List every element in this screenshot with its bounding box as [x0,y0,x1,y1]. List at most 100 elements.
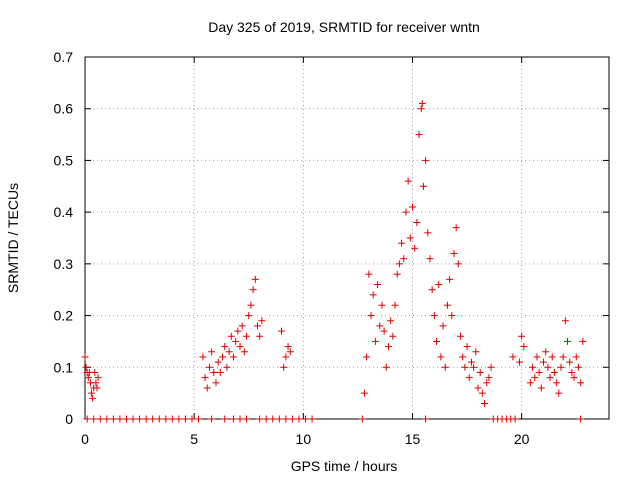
data-point [258,317,266,325]
data-point [210,368,218,376]
data-point [463,343,471,351]
data-point [535,368,543,376]
data-point [448,312,456,320]
data-point [415,131,423,139]
y-axis-label: SRMTID / TECUs [5,183,21,293]
x-tick-label: 5 [190,431,198,447]
data-point [509,353,517,361]
data-point [236,343,244,351]
data-point [553,379,561,387]
axis-ticks: 0 0.1 0.2 0.3 0.4 0.5 0.6 0.7 0 5 10 15 20 [54,49,609,447]
data-point [243,332,251,340]
data-point [82,363,90,371]
data-point [168,415,176,423]
data-point [478,389,486,397]
x-tick-label: 20 [514,431,530,447]
data-point [253,322,261,330]
data-point [577,415,585,423]
data-point [389,332,397,340]
data-point [393,270,401,278]
data-point [548,353,556,361]
data-point [234,327,242,335]
data-point [240,348,248,356]
data-point [382,363,390,371]
data-point [363,353,371,361]
data-point [188,415,196,423]
data-point [208,348,216,356]
data-point [511,415,519,423]
data-point [452,224,460,232]
data-point [406,234,414,242]
data-point [417,105,425,113]
data-point [275,415,283,423]
data-point [369,291,377,299]
data-point [288,415,296,423]
data-point [461,363,469,371]
data-point [149,415,157,423]
data-point [195,415,203,423]
data-point [564,337,572,345]
x-tick-label: 10 [296,431,312,447]
data-point [485,374,493,382]
data-point [92,379,100,387]
data-point [295,415,303,423]
data-point [221,415,229,423]
data-point [454,260,462,268]
data-point [465,374,473,382]
data-point [88,389,96,397]
data-point [422,415,430,423]
chart-title: Day 325 of 2019, SRMTID for receiver wnt… [208,19,480,35]
data-point [225,348,233,356]
data-point [577,379,585,387]
data-point [249,286,257,294]
data-point [280,363,288,371]
x-axis-label: GPS time / hours [291,458,398,474]
data-point [483,379,491,387]
y-tick-label: 0.7 [54,49,74,65]
data-point [199,353,207,361]
data-point [122,415,130,423]
data-point [529,363,537,371]
data-point [555,389,563,397]
data-point [371,337,379,345]
data-point [365,270,373,278]
data-point [476,368,484,376]
data-point [441,363,449,371]
data-point [561,317,569,325]
data-point [262,415,270,423]
data-point [282,415,290,423]
data-point [378,301,386,309]
data-point [89,394,97,402]
data-point [457,332,465,340]
data-point [481,399,489,407]
data-point [520,343,528,351]
data-point [221,343,229,351]
data-point [116,415,124,423]
data-point [208,415,216,423]
data-point [446,275,454,283]
data-point [574,363,582,371]
data-point [175,415,183,423]
data-point [422,156,430,164]
data-point [232,337,240,345]
data-point [238,322,246,330]
data-point [181,415,189,423]
grid [85,57,609,419]
data-point [570,374,578,382]
data-point [109,415,117,423]
data-point [487,363,495,371]
data-point [223,363,231,371]
data-point [418,100,426,108]
data-point [435,281,443,289]
data-point [380,327,388,335]
data-point [579,337,587,345]
data-point [459,353,467,361]
data-point [81,353,89,361]
data-point [367,312,375,320]
data-point [214,358,222,366]
data-point [278,327,285,335]
data-point [256,415,264,423]
data-point [467,358,475,366]
data-point [443,301,451,309]
y-tick-label: 0.3 [54,256,74,272]
